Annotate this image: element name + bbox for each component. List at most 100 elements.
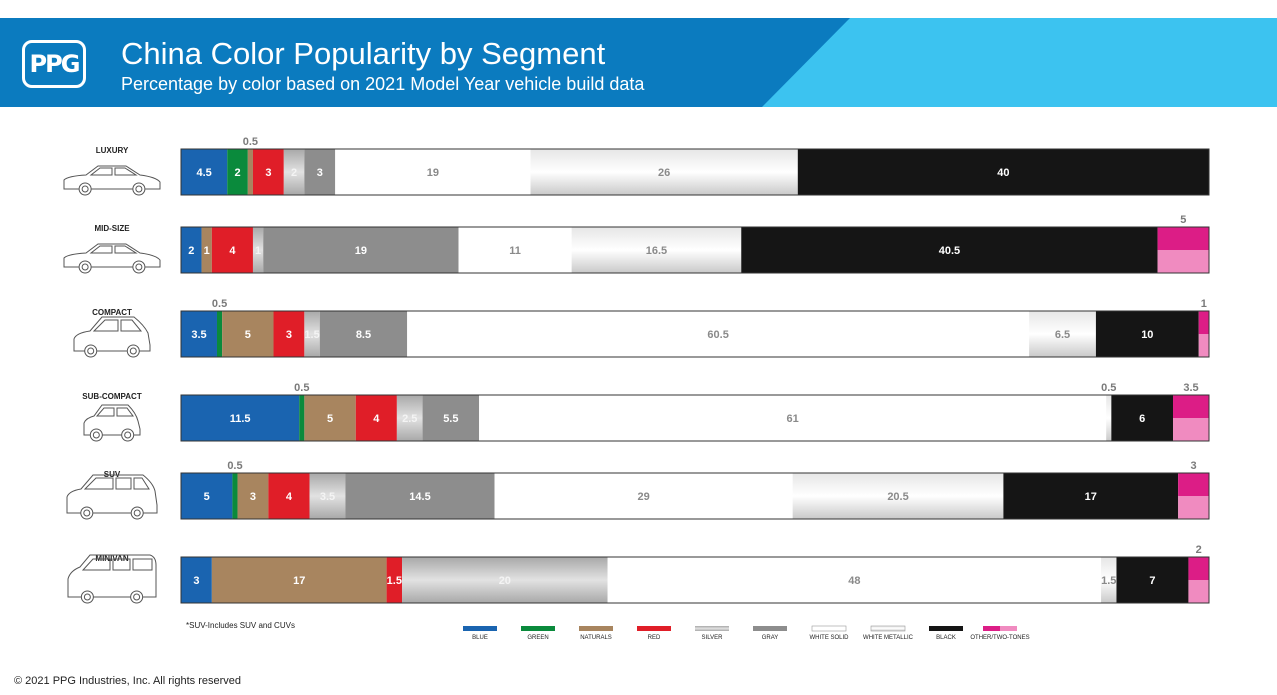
value-label: 4 xyxy=(229,245,236,257)
bar-outline xyxy=(180,472,1210,520)
ppg-logo: PPG xyxy=(22,40,86,88)
value-label-above: 0.5 xyxy=(294,382,309,394)
value-label: 1 xyxy=(255,245,261,257)
legend-swatch xyxy=(637,626,671,631)
value-label: 3 xyxy=(193,575,199,587)
bar-suv-naturals xyxy=(237,473,269,519)
car-wheel xyxy=(132,260,146,274)
legend-item-silver: SILVER xyxy=(695,626,729,641)
car-hub xyxy=(83,509,91,517)
value-label: 2 xyxy=(234,167,240,179)
bar-luxury-white-solid xyxy=(335,149,531,195)
legend-swatch xyxy=(811,625,847,632)
car-body xyxy=(73,316,151,352)
value-label: 11.5 xyxy=(230,413,251,425)
legend-label: GRAY xyxy=(762,635,779,641)
bar-mid-size-blue xyxy=(181,227,202,273)
bar-suv-black xyxy=(1003,473,1179,519)
bar-mid-size-gray xyxy=(263,227,459,273)
legend-item-gray: GRAY xyxy=(753,626,787,641)
value-label: 3 xyxy=(317,167,323,179)
bar-suv-blue xyxy=(181,473,233,519)
value-label: 4 xyxy=(373,413,380,425)
legend-label: GREEN xyxy=(527,635,548,641)
value-label: 4 xyxy=(286,491,293,503)
legend-label: RED xyxy=(648,635,661,641)
bar-compact-blue xyxy=(181,311,217,357)
value-label: 8.5 xyxy=(356,329,371,341)
value-label: 3 xyxy=(286,329,292,341)
value-label: 2 xyxy=(291,167,297,179)
bar-mid-size-other-bottom xyxy=(1157,250,1209,273)
car-icon-sedan xyxy=(63,165,161,196)
value-label: 19 xyxy=(427,167,439,179)
copyright: © 2021 PPG Industries, Inc. All rights r… xyxy=(14,675,241,687)
value-label: 26 xyxy=(658,167,670,179)
bar-luxury-silver xyxy=(283,149,305,195)
car-hub xyxy=(81,185,89,193)
value-label-above: 0.5 xyxy=(1101,382,1116,394)
bar-suv-white-metallic xyxy=(792,473,1004,519)
value-label: 11 xyxy=(509,245,521,257)
bar-mid-size-other-top xyxy=(1157,227,1209,250)
bar-sub-compact-blue xyxy=(181,395,300,441)
car-windows xyxy=(81,558,153,571)
car-icon-hatch xyxy=(73,316,151,358)
value-label-above: 0.5 xyxy=(227,460,242,472)
car-windows xyxy=(89,167,138,176)
bar-minivan-other-bottom xyxy=(1188,580,1209,603)
bar-luxury-gray xyxy=(304,149,336,195)
value-label: 16.5 xyxy=(646,245,667,257)
bar-sub-compact-gray xyxy=(422,395,480,441)
legend-swatch xyxy=(929,626,963,631)
value-label: 5.5 xyxy=(443,413,458,425)
value-label: 10 xyxy=(1141,329,1153,341)
segment-label: MINIVAN xyxy=(95,554,128,563)
car-wheel xyxy=(78,182,92,196)
value-label: 5 xyxy=(327,413,333,425)
bar-outline xyxy=(180,148,1210,196)
bar-sub-compact-other-bottom xyxy=(1173,418,1209,441)
value-label: 61 xyxy=(787,413,799,425)
bar-luxury-naturals xyxy=(247,149,253,195)
bar-sub-compact-silver xyxy=(396,395,423,441)
car-hub xyxy=(92,431,100,439)
value-label: 20.5 xyxy=(887,491,908,503)
bar-minivan-red xyxy=(386,557,403,603)
legend-item-naturals: NATURALS xyxy=(579,626,613,641)
car-hub xyxy=(135,263,143,271)
car-icon-sedan xyxy=(63,243,161,274)
value-label: 3 xyxy=(250,491,256,503)
car-wheel xyxy=(130,590,144,604)
bar-compact-other-top xyxy=(1198,311,1209,334)
car-wheel xyxy=(78,260,92,274)
bar-compact-naturals xyxy=(222,311,274,357)
legend-label: WHITE METALLIC xyxy=(863,635,914,641)
bar-suv-gray xyxy=(345,473,495,519)
bar-compact-black xyxy=(1095,311,1199,357)
legend-item-black: BLACK xyxy=(929,626,963,641)
bar-suv-green xyxy=(232,473,238,519)
bar-sub-compact-red xyxy=(355,395,397,441)
bar-sub-compact-naturals xyxy=(304,395,356,441)
value-label: 6.5 xyxy=(1055,329,1070,341)
value-label-above: 0.5 xyxy=(243,136,258,148)
bar-outline xyxy=(180,556,1210,604)
value-label: 14.5 xyxy=(409,491,430,503)
bar-mid-size-white-metallic xyxy=(571,227,742,273)
car-windows xyxy=(83,477,150,490)
value-label: 3 xyxy=(265,167,271,179)
car-body xyxy=(66,474,158,514)
bar-minivan-other-top xyxy=(1188,557,1209,580)
legend-swatch xyxy=(695,626,729,631)
bar-mid-size-white-solid xyxy=(458,227,572,273)
car-hub xyxy=(87,347,95,355)
header-banner xyxy=(0,18,1277,107)
car-hub xyxy=(124,431,132,439)
car-windows xyxy=(92,319,143,332)
value-label-above: 1 xyxy=(1201,298,1207,310)
bar-luxury-black xyxy=(797,149,1209,195)
bar-sub-compact-green xyxy=(299,395,305,441)
car-hub xyxy=(133,593,141,601)
